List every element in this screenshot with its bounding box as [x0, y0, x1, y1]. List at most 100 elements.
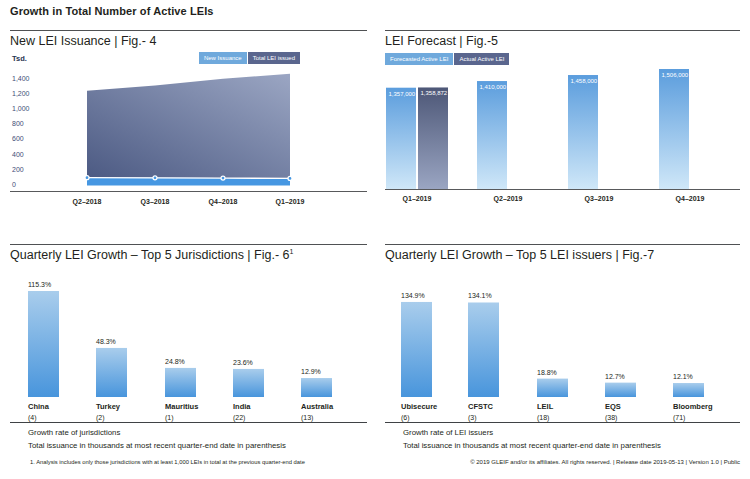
x-tick-label: Q2–2018	[73, 198, 102, 206]
fig7-caption-line1: Growth rate of LEI issuers	[403, 426, 661, 439]
bar-china	[28, 291, 59, 397]
fig5-legend: Forecasted Active LEI Actual Active LEI	[385, 53, 509, 65]
category-count-label: (13)	[301, 414, 313, 422]
bar-mauritius	[165, 368, 196, 397]
percent-label: 18.8%	[537, 369, 557, 376]
category-label: Mauritius	[165, 402, 198, 411]
percent-label: 115.3%	[28, 281, 51, 288]
copyright-text: © 2019 GLEIF and/or its affiliates. All …	[470, 459, 740, 465]
percent-label: 134.1%	[468, 292, 492, 299]
category-count-label: (38)	[605, 414, 617, 422]
percent-label: 12.9%	[301, 368, 321, 375]
category-label: Ubisecure	[401, 402, 437, 411]
report-page: Growth in Total Number of Active LEIs Ne…	[0, 0, 750, 479]
fig7-title: Quarterly LEI Growth – Top 5 LEI issuers…	[385, 248, 654, 262]
legend-item-total-lei-issued: Total LEI issued	[248, 52, 300, 64]
legend-item-actual-active-lei: Actual Active LEI	[454, 53, 509, 65]
fig5-title: LEI Forecast | Fig.-5	[385, 34, 498, 48]
y-tick-label: 200	[12, 166, 24, 173]
fig6-caption-line2: Total issuance in thousands at most rece…	[28, 439, 286, 452]
fig5-title-text: LEI Forecast | Fig.-5	[385, 34, 498, 48]
bar-value-label: 1,506,000	[662, 72, 689, 78]
panel-new-lei-issuance: New LEI Issuance | Fig.- 4 New Issuance …	[10, 30, 367, 243]
category-label: Australia	[301, 402, 334, 411]
bar-turkey	[96, 348, 127, 397]
category-count-label: (3)	[468, 414, 477, 422]
fig7-caption: Growth rate of LEI issuers Total issuanc…	[403, 426, 661, 452]
category-label: EQS	[605, 402, 621, 411]
bar-india	[233, 369, 264, 397]
category-label: India	[233, 402, 251, 411]
fig7-caption-line2: Total issuance in thousands at most rece…	[403, 439, 661, 452]
bar-ubisecure	[401, 302, 432, 397]
x-tick-label: Q3–2019	[585, 195, 614, 203]
bar-forecast-q4-2019	[659, 69, 689, 189]
bar-forecast-q2-2019	[477, 81, 507, 189]
percent-label: 134.9%	[401, 292, 425, 299]
fig4-title-text: New LEI Issuance | Fig.- 4	[10, 34, 156, 48]
bar-value-label: 1,458,000	[571, 78, 598, 84]
bar-australia	[301, 378, 332, 397]
percent-label: 12.1%	[673, 373, 693, 380]
category-label: CFSTC	[468, 402, 494, 411]
data-point-marker	[85, 176, 89, 180]
fig6-title-footnote-marker: 1	[290, 248, 294, 255]
legend-item-new-issuance: New Issuance	[199, 52, 247, 64]
y-tick-label: 1,000	[12, 105, 30, 112]
panel-top5-lei-issuers: Quarterly LEI Growth – Top 5 LEI issuers…	[385, 244, 740, 478]
category-count-label: (22)	[233, 414, 245, 422]
panel-lei-forecast: LEI Forecast | Fig.-5 Forecasted Active …	[385, 30, 740, 243]
fig6-footnote: 1. Analysis includes only those jurisdic…	[30, 459, 305, 465]
x-tick-label: Q1–2019	[276, 198, 305, 206]
y-tick-label: 800	[12, 120, 24, 127]
category-count-label: (1)	[165, 414, 174, 422]
x-tick-label: Q2–2019	[494, 195, 523, 203]
data-point-marker	[288, 176, 292, 180]
fig7-title-text: Quarterly LEI Growth – Top 5 LEI issuers…	[385, 248, 654, 262]
category-count-label: (6)	[401, 414, 410, 422]
fig6-caption: Growth rate of jurisdictions Total issua…	[28, 426, 286, 452]
fig4-legend: New Issuance Total LEI issued	[199, 52, 300, 64]
divider-line	[10, 422, 367, 423]
y-tick-label: 1,400	[12, 75, 30, 82]
bar-forecast-q3-2019	[568, 75, 598, 189]
new-issuance-line	[87, 178, 290, 179]
x-tick-label: Q1–2019	[403, 195, 432, 203]
bar-actual-q1-2019	[418, 87, 448, 189]
bar-value-label: 1,410,000	[480, 84, 507, 90]
bar-chart-top5-jurisdictions: 115.3%China(4)48.3%Turkey(2)24.8%Mauriti…	[10, 279, 367, 425]
bar-eqs	[605, 383, 636, 397]
percent-label: 12.7%	[605, 373, 625, 380]
percent-label: 24.8%	[165, 358, 185, 365]
percent-label: 23.6%	[233, 359, 253, 366]
category-label: LEIL	[537, 402, 554, 411]
bar-value-label: 1,358,872	[421, 90, 448, 96]
y-tick-label: 1,200	[12, 90, 30, 97]
x-tick-label: Q4–2018	[209, 198, 238, 206]
area-total-lei-issued	[87, 74, 290, 179]
bar-chart-lei-forecast: 1,357,000 1,358,872 Q1–2019 1,410,000 Q2–201…	[385, 67, 740, 207]
percent-label: 48.3%	[96, 338, 116, 345]
category-count-label: (2)	[96, 414, 105, 422]
bar-leil	[537, 379, 568, 397]
category-label: Turkey	[96, 402, 121, 411]
legend-item-forecasted-active-lei: Forecasted Active LEI	[385, 53, 453, 65]
y-axis-unit-label: Tsd.	[12, 54, 27, 63]
divider-line	[385, 422, 740, 423]
page-title: Growth in Total Number of Active LEIs	[10, 5, 214, 17]
panel-top5-jurisdictions: Quarterly LEI Growth – Top 5 Jurisdictio…	[10, 244, 367, 478]
bar-cfstc	[468, 302, 499, 397]
fig4-title: New LEI Issuance | Fig.- 4	[10, 34, 156, 48]
bar-chart-top5-lei-issuers: 134.9% Ubisecure (6) 134.1% CFSTC (3) 18.8% LEI…	[385, 279, 740, 425]
category-count-label: (4)	[28, 414, 37, 422]
bar-value-label: 1,357,000	[389, 91, 416, 97]
x-tick-label: Q4–2019	[676, 195, 705, 203]
bar-forecast-q1-2019	[386, 88, 416, 189]
area-chart-new-lei-issuance: 02004006008001,0001,2001,400Tsd.Q2–2018Q…	[10, 51, 367, 213]
y-tick-label: 0	[12, 181, 16, 188]
x-tick-label: Q3–2018	[141, 198, 170, 206]
category-count-label: (71)	[673, 414, 685, 422]
fig6-caption-line1: Growth rate of jurisdictions	[28, 426, 286, 439]
y-tick-label: 600	[12, 135, 24, 142]
data-point-marker	[153, 176, 157, 180]
